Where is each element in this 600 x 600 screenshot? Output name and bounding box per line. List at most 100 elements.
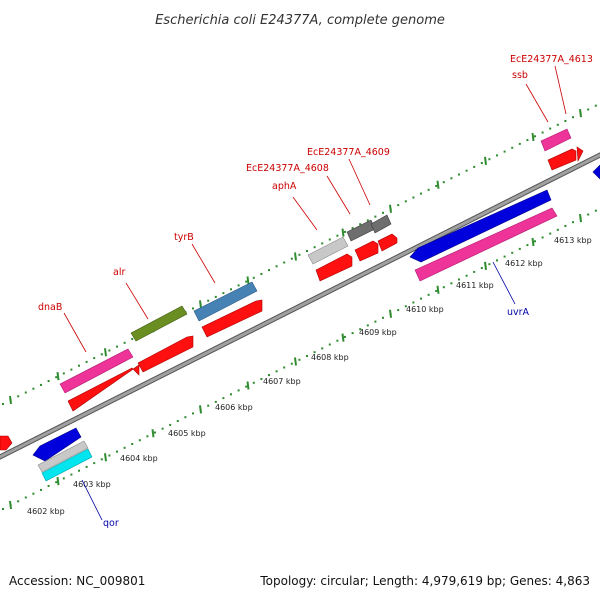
feature-ssb[interactable] <box>540 128 572 152</box>
upper-ruler-dot <box>100 353 103 356</box>
cds-tyrB[interactable] <box>201 299 263 338</box>
lower-ruler-dot <box>465 274 468 277</box>
lower-ruler-dot <box>420 297 422 300</box>
upper-ruler-major-tick <box>436 180 440 189</box>
lower-ruler-major-tick <box>484 261 487 271</box>
lower-ruler-dot <box>55 481 58 484</box>
gene-label-EcE24377A_4613[interactable]: EcE24377A_4613 <box>510 54 593 65</box>
lower-ruler-dot <box>313 351 316 354</box>
upper-ruler-major-tick <box>56 371 60 381</box>
lower-ruler-dot <box>298 358 301 361</box>
upper-ruler-dot <box>275 265 278 268</box>
lower-ruler-dot <box>397 309 400 312</box>
lower-ruler-dot <box>328 343 331 346</box>
upper-ruler-dot <box>556 123 559 126</box>
cds-EcE24377A_4613[interactable] <box>576 146 584 163</box>
feature-gray-left[interactable] <box>37 440 89 473</box>
gene-label-dnaB[interactable]: dnaB <box>38 302 62 313</box>
gene-label-EcE24377A_4609[interactable]: EcE24377A_4609 <box>307 147 390 158</box>
gene-label-ssb[interactable]: ssb <box>512 70 528 81</box>
lower-ruler-dot <box>275 370 278 373</box>
lower-ruler-dot <box>260 378 263 380</box>
upper-ruler-dot <box>412 196 415 199</box>
upper-ruler-major-tick <box>341 228 345 237</box>
upper-ruler-dot <box>237 284 240 287</box>
lower-ruler-dot <box>283 366 286 369</box>
lower-ruler-dot <box>169 423 172 426</box>
lower-ruler-dot <box>252 381 255 384</box>
gene-labels: dnaB alr tyrB aphA EcE24377A_4608 EcE243… <box>38 54 593 529</box>
cds-aphA[interactable] <box>315 253 353 282</box>
lower-ruler-dot <box>245 385 248 388</box>
upper-ruler-dot <box>116 345 118 348</box>
cds-EcE24377A_4608[interactable] <box>354 240 379 262</box>
accession-text: Accession: NC_009801 <box>9 574 146 588</box>
lower-ruler-major-tick <box>341 333 345 342</box>
gene-label-EcE24377A_4608[interactable]: EcE24377A_4608 <box>246 163 329 174</box>
lower-ruler-dot <box>496 259 498 262</box>
cds-ssb[interactable] <box>547 148 577 171</box>
upper-ruler-dot <box>518 142 521 145</box>
lower-ruler-dot <box>306 355 308 357</box>
lower-ruler-dot <box>534 240 536 243</box>
lower-ruler-dot <box>40 488 42 491</box>
upper-ruler-dot <box>496 154 498 157</box>
lower-ruler-dot <box>146 435 149 438</box>
upper-ruler-dot <box>245 280 248 283</box>
forward-features <box>0 128 584 451</box>
gene-label-alr[interactable]: alr <box>113 267 125 278</box>
upper-ruler-dot <box>40 383 42 386</box>
cds-alr[interactable] <box>137 335 194 373</box>
lower-ruler-dot <box>480 267 483 269</box>
lower-ruler-dot <box>207 404 210 407</box>
upper-ruler-dot <box>290 257 293 260</box>
upper-ruler-dot <box>572 116 574 119</box>
cds-EcE24377A_4609[interactable] <box>377 233 398 252</box>
lower-ruler-dot <box>100 458 103 461</box>
gene-label-qor[interactable]: qor <box>103 518 119 529</box>
lower-ruler-dot <box>404 305 407 308</box>
upper-ruler-dot <box>587 108 590 111</box>
upper-ruler-dot <box>2 403 4 405</box>
rna-uvrA[interactable] <box>414 207 558 282</box>
upper-ruler-dot <box>260 273 263 275</box>
upper-ruler-dot <box>427 188 430 191</box>
upper-ruler-dot <box>473 165 476 168</box>
feature-blue-left[interactable] <box>32 427 82 462</box>
lower-ruler-dot <box>587 213 590 216</box>
cds-dnaB[interactable] <box>67 364 140 412</box>
gene-label-tyrB[interactable]: tyrB <box>174 232 194 243</box>
upper-ruler-dot <box>503 150 506 153</box>
upper-ruler-major-tick <box>389 204 392 213</box>
upper-ruler-dot <box>511 146 514 149</box>
lower-ruler-dot <box>214 400 217 403</box>
cds-fragment-left[interactable] <box>0 435 13 451</box>
feature-uvrA[interactable] <box>409 189 552 263</box>
feature-alr[interactable] <box>130 305 188 342</box>
lower-ruler-dot <box>488 263 491 266</box>
upper-ruler-dot <box>131 338 134 340</box>
scale-tick-label: 4606 kbp <box>215 403 253 412</box>
feature-aphA[interactable] <box>307 236 349 265</box>
feature-dnaB[interactable] <box>59 348 134 394</box>
feature-EcE24377A_4608[interactable] <box>346 219 376 242</box>
upper-ruler-dot <box>404 200 407 203</box>
lower-ruler-dot <box>230 393 232 396</box>
feature-blue-right[interactable] <box>592 164 600 180</box>
upper-ruler-dot <box>192 307 194 310</box>
feature-EcE24377A_4609[interactable] <box>370 214 392 234</box>
reverse-features <box>32 164 600 482</box>
lower-ruler-dot <box>176 420 179 422</box>
gene-label-aphA[interactable]: aphA <box>272 181 297 192</box>
upper-ruler-dot <box>268 269 270 272</box>
upper-ruler-dot <box>442 181 445 184</box>
lower-ruler-dot <box>268 374 270 377</box>
upper-ruler-dot <box>336 234 339 237</box>
feature-qor[interactable] <box>41 448 93 482</box>
upper-ruler-dot <box>366 219 369 222</box>
gene-label-uvrA[interactable]: uvrA <box>507 307 530 318</box>
lower-ruler-major-tick <box>151 429 155 438</box>
feature-tyrB[interactable] <box>193 281 258 322</box>
lower-ruler-dot <box>359 328 362 331</box>
upper-ruler-dot <box>397 204 400 207</box>
